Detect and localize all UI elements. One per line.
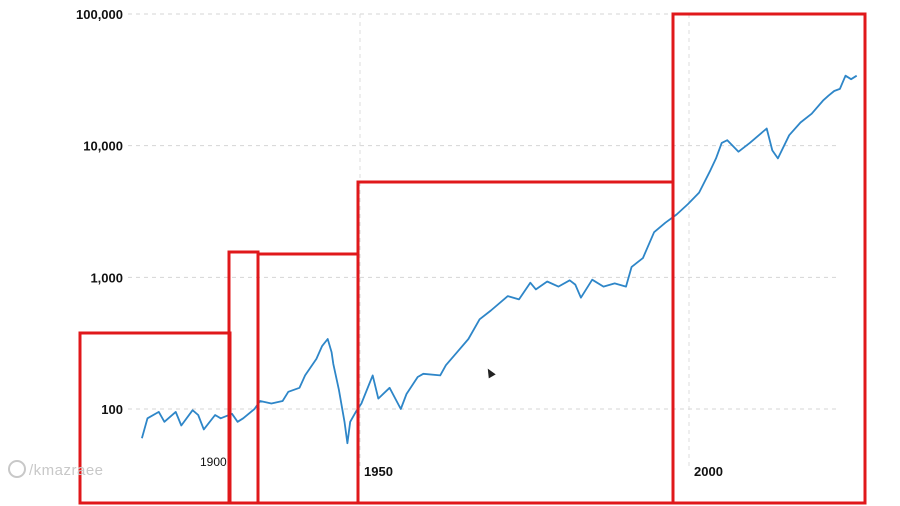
x-tick-label: 1900 [200,455,227,469]
x-tick-label: 2000 [694,464,723,479]
highlight-boxes [78,12,867,505]
watermark-text: /kmazraee [29,462,104,479]
y-axis-ticks: 100 1,000 10,000 100,000 [76,7,123,417]
highlight-box [256,252,360,505]
y-tick-label: 10,000 [83,139,123,154]
y-tick-label: 100,000 [76,7,123,22]
watermark: /kmazraee [8,460,104,479]
gridlines [128,13,840,470]
highlight-box [227,250,260,505]
y-tick-label: 100 [101,402,123,417]
x-tick-label: 1950 [364,464,393,479]
highlight-box [356,180,675,505]
watermark-logo-icon [8,460,26,478]
highlight-box [671,12,867,505]
x-axis-ticks: 1900 1950 2000 [200,455,723,479]
series-line [141,74,858,445]
series-layer [141,74,858,445]
y-tick-label: 1,000 [90,270,123,285]
